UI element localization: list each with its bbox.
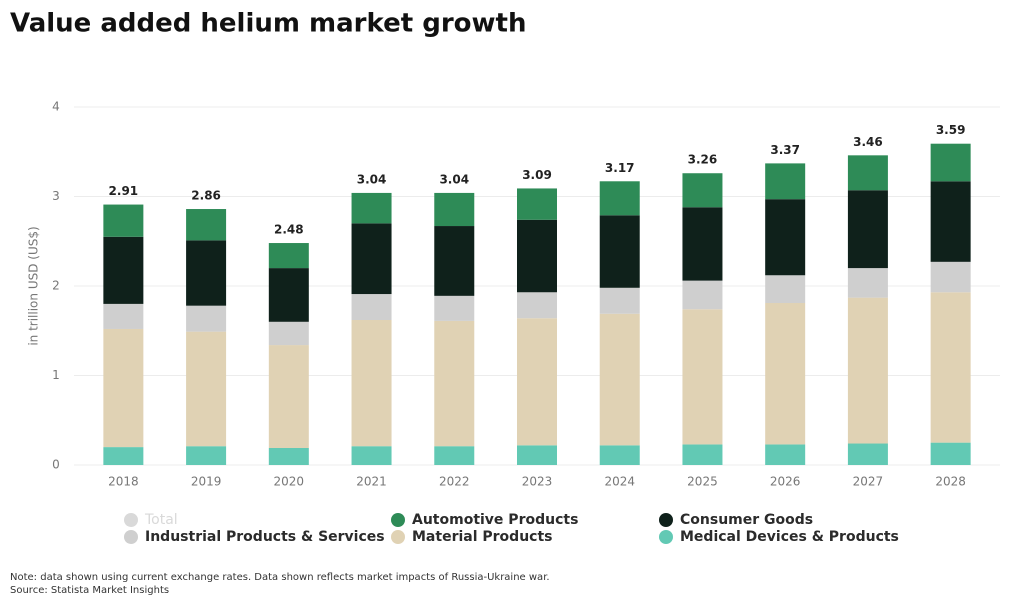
legend-label: Automotive Products [412, 512, 578, 528]
total-label: 3.46 [853, 135, 883, 149]
bar-segment [103, 303, 144, 329]
bar-segment [351, 294, 392, 321]
bar-segment [682, 444, 723, 465]
legend-marker [391, 513, 405, 527]
bar-segment [765, 444, 806, 465]
legend-marker [391, 530, 405, 544]
x-tick-label: 2027 [853, 475, 884, 489]
bar-segment [847, 268, 888, 298]
x-tick-label: 2024 [604, 475, 635, 489]
y-tick-label: 0 [52, 458, 60, 472]
bar-segment [103, 204, 144, 237]
bar-segment [351, 320, 392, 447]
bar-segment [599, 445, 640, 465]
bar-segment [434, 226, 475, 296]
y-tick-label: 4 [52, 100, 60, 114]
legend-label: Medical Devices & Products [680, 529, 899, 545]
bar-segment [103, 236, 144, 304]
bar-segment [103, 447, 144, 465]
bar-segment [434, 295, 475, 321]
bar-segment [682, 207, 723, 281]
x-tick-label: 2021 [356, 475, 387, 489]
bar-segment [434, 446, 475, 465]
bar-segment [434, 320, 475, 447]
bar-segment [847, 190, 888, 269]
bar-segment [186, 446, 227, 465]
legend-marker [124, 530, 138, 544]
bar-segment [517, 219, 557, 293]
bar-segment [599, 313, 640, 446]
bar-segment [517, 445, 557, 465]
legend-marker [659, 530, 673, 544]
bar-segment [268, 345, 309, 448]
y-axis-label: in trillion USD (US$) [27, 226, 41, 345]
bar-segment [268, 268, 309, 322]
bar-segment [765, 303, 806, 445]
bar-segment [599, 181, 640, 216]
total-label: 3.04 [439, 172, 469, 186]
bar-segment [351, 192, 392, 224]
x-tick-label: 2019 [191, 475, 222, 489]
total-label: 3.26 [688, 153, 718, 167]
bar-segment [930, 292, 971, 443]
bar-segment [682, 309, 723, 445]
total-label: 2.48 [274, 223, 304, 237]
x-tick-label: 2026 [770, 475, 801, 489]
note: Note: data shown using current exchange … [10, 572, 550, 583]
total-label: 2.91 [109, 184, 139, 198]
y-tick-label: 3 [52, 189, 60, 203]
bar-segment [268, 243, 309, 269]
bar-segment [847, 155, 888, 191]
bar-segment [517, 292, 557, 319]
chart-title: Value added helium market growth [10, 9, 526, 39]
bar-segment [517, 318, 557, 446]
bar-segment [847, 443, 888, 465]
bar-segment [186, 331, 227, 447]
total-label: 3.04 [357, 172, 387, 186]
bar-segment [682, 280, 723, 310]
bar-segment [930, 442, 971, 465]
bar-segment [930, 143, 971, 182]
x-tick-label: 2025 [687, 475, 718, 489]
bar-segment [434, 192, 475, 227]
legend-marker [659, 513, 673, 527]
bar-segment [268, 321, 309, 346]
bar-segment [268, 447, 309, 465]
bar-segment [186, 240, 227, 306]
bar-segment [599, 287, 640, 314]
y-tick-label: 1 [52, 368, 60, 382]
legend-label: Material Products [412, 529, 553, 545]
bar-segment [517, 188, 557, 220]
total-label: 3.59 [936, 123, 966, 137]
x-tick-label: 2022 [439, 475, 470, 489]
bar-segment [351, 446, 392, 465]
x-tick-label: 2023 [522, 475, 553, 489]
bar-segment [847, 297, 888, 444]
bar-segment [765, 199, 806, 276]
bar-segment [186, 305, 227, 332]
total-label: 3.37 [770, 143, 800, 157]
legend-label: Industrial Products & Services [145, 529, 385, 545]
bar-segment [930, 181, 971, 262]
bar-segment [351, 223, 392, 295]
source: Source: Statista Market Insights [10, 585, 169, 596]
bar-segment [682, 173, 723, 208]
x-tick-label: 2018 [108, 475, 139, 489]
y-tick-label: 2 [52, 279, 60, 293]
total-label: 2.86 [191, 189, 221, 203]
bar-segment [930, 261, 971, 293]
bar-segment [599, 215, 640, 288]
total-label: 3.09 [522, 168, 552, 182]
bar-segment [103, 328, 144, 448]
legend-label: Consumer Goods [680, 512, 813, 528]
legend-marker [124, 513, 138, 527]
x-tick-label: 2020 [274, 475, 305, 489]
bar-segment [765, 163, 806, 200]
bar-segment [186, 209, 227, 241]
total-label: 3.17 [605, 161, 635, 175]
legend-label: Total [144, 512, 178, 528]
x-tick-label: 2028 [935, 475, 966, 489]
bar-segment [765, 275, 806, 304]
